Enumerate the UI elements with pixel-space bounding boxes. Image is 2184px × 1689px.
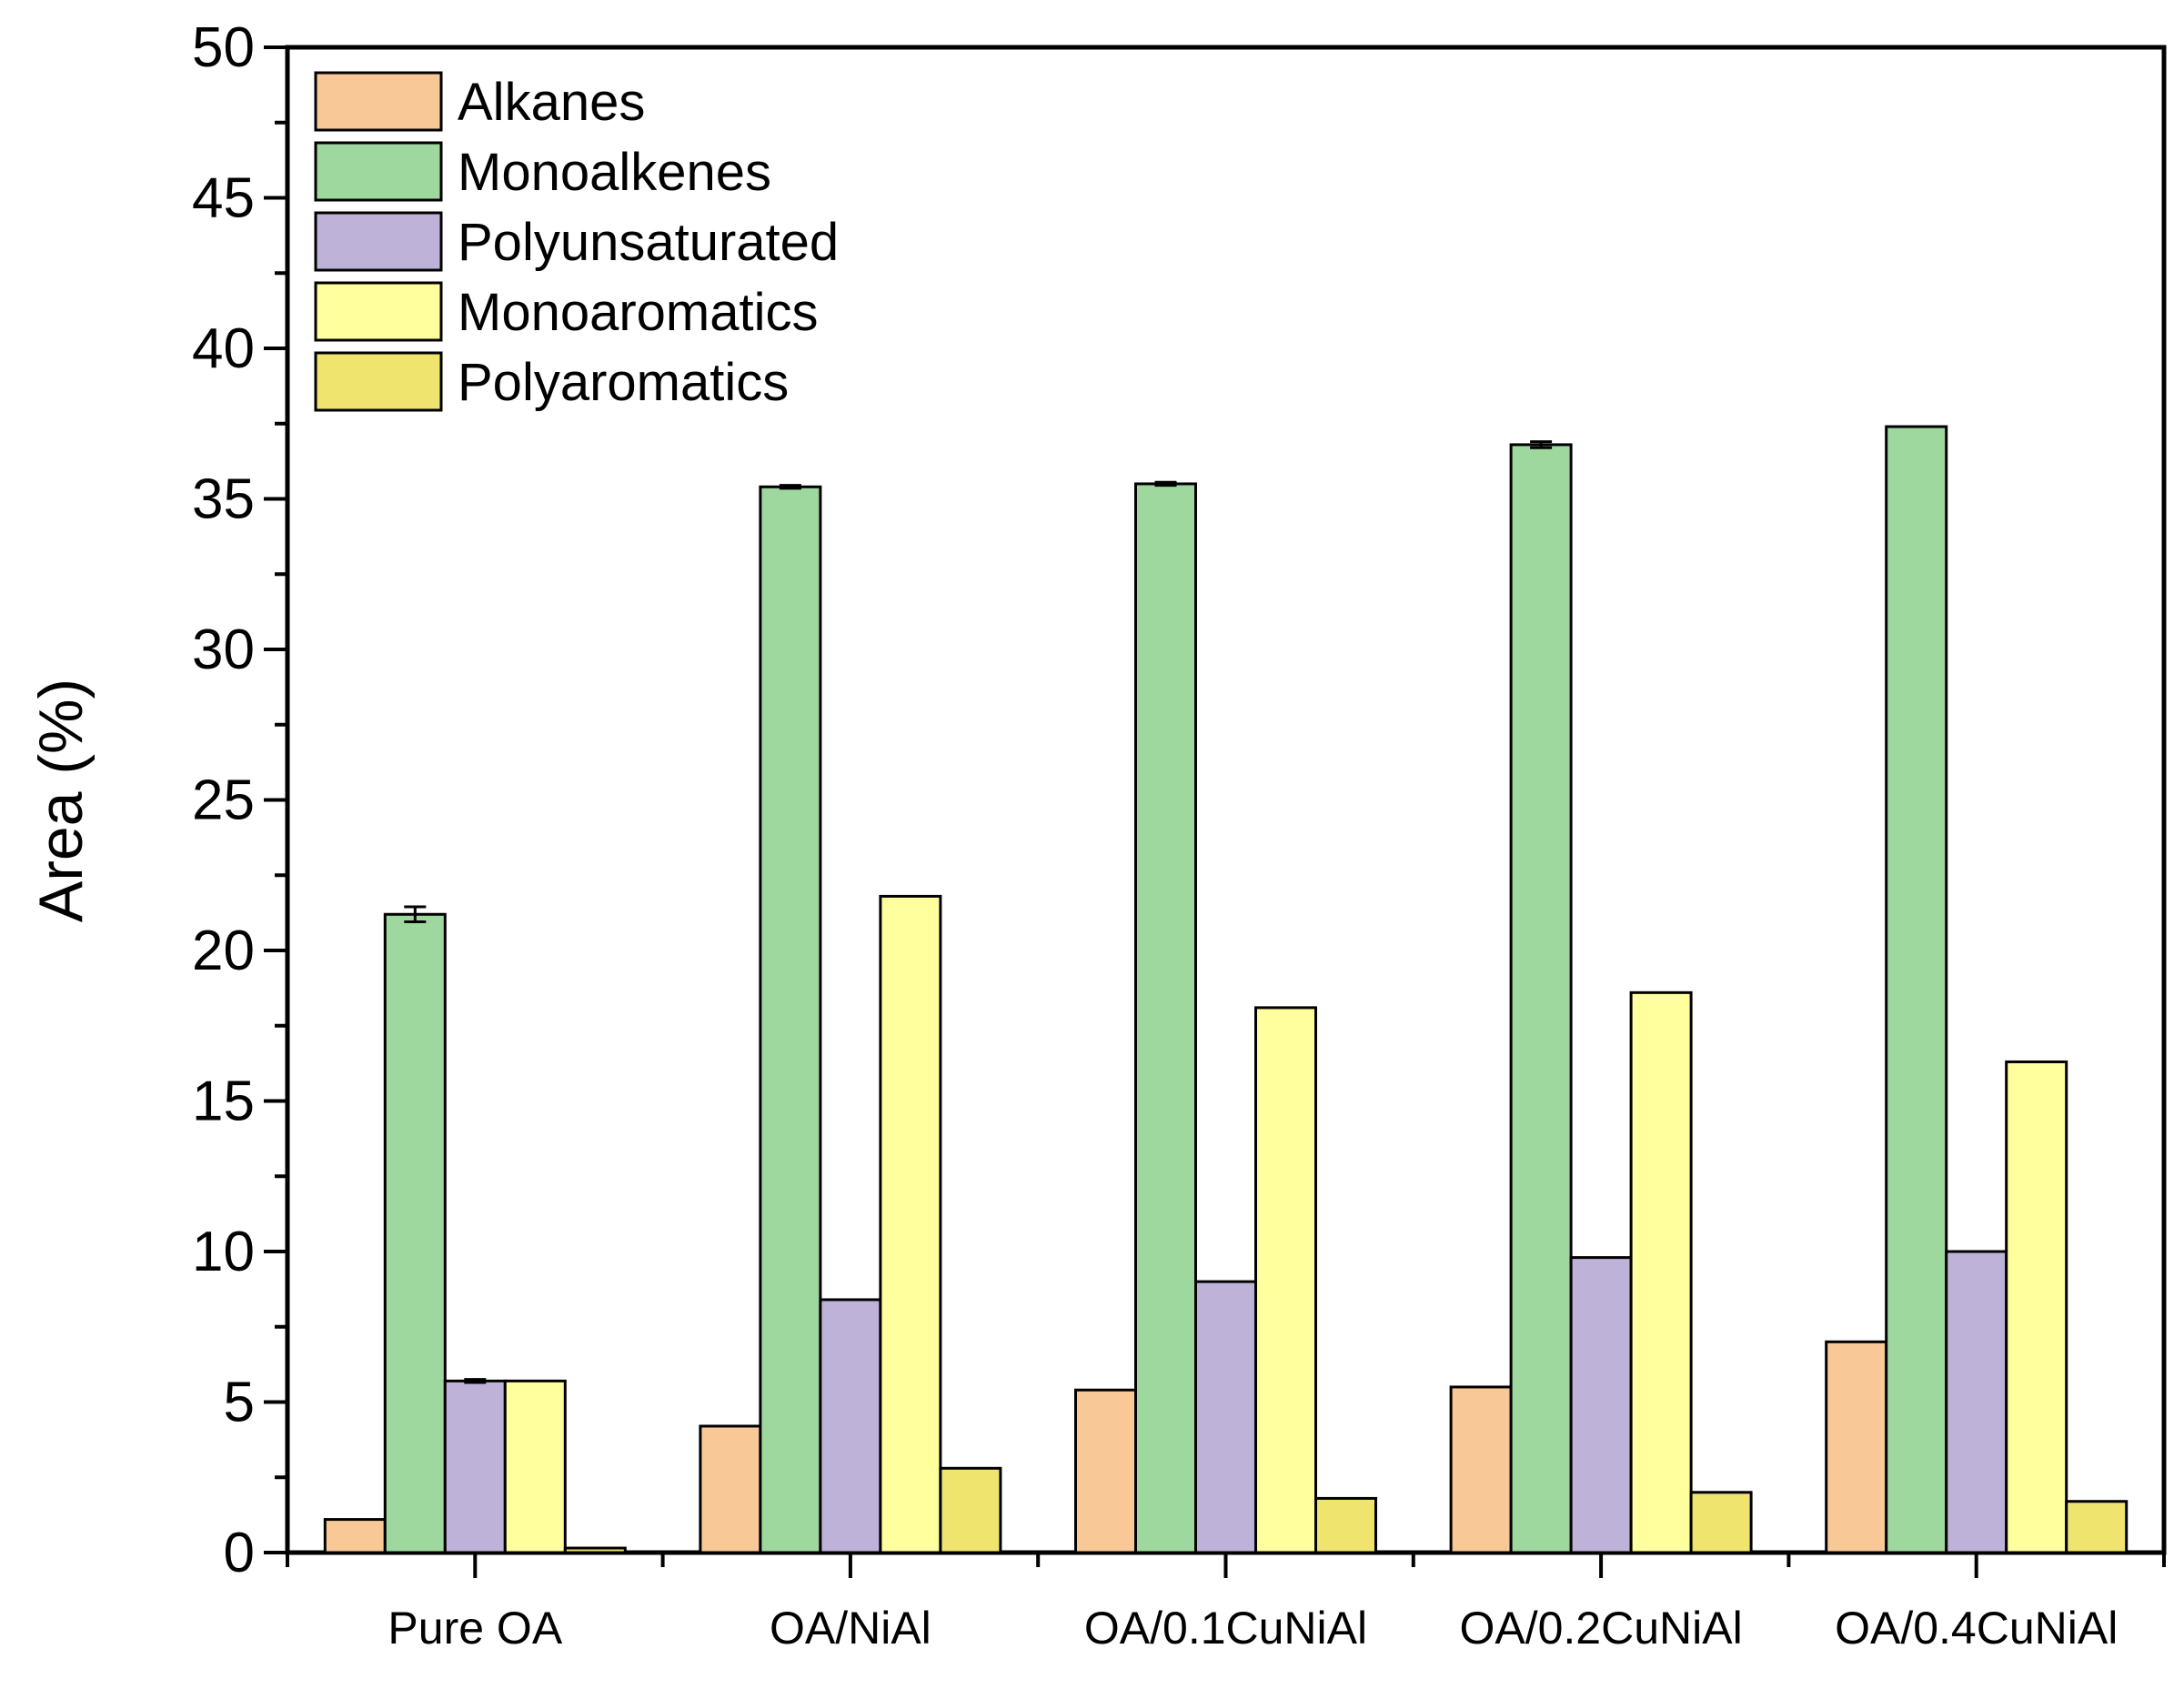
legend-swatch [314,281,443,342]
x-tick-label: OA/NiAl [770,1603,931,1654]
legend-swatch [314,71,443,132]
error-bar [464,1378,487,1384]
bar-polyunsaturated-4 [1569,1256,1633,1554]
bar-monoaromatics-3 [1254,1006,1317,1554]
legend-item-alkanes: Alkanes [314,71,645,132]
bar-monoalkenes-4 [1509,443,1573,1554]
legend-swatch [314,211,443,272]
legend-label: Monoaromatics [458,283,818,342]
y-axis: 0 5 10 15 20 25 30 35 40 45 50 [192,16,287,1584]
legend-item-polyaromatics: Polyaromatics [314,351,789,412]
bar-polyunsaturated-5 [1945,1250,2008,1554]
legend-label: Monoalkenes [458,143,771,202]
y-tick-label: 0 [224,1522,255,1584]
x-tick-label: OA/0.2CuNiAl [1459,1603,1742,1654]
bar-monoaromatics-2 [879,894,942,1554]
error-bar [779,484,801,490]
bar-monoaromatics-5 [2005,1060,2068,1554]
bar-alkanes-3 [1074,1388,1137,1554]
bar-polyaromatics-5 [2065,1500,2129,1554]
bar-monoalkenes-2 [759,485,822,1554]
legend-item-monoalkenes: Monoalkenes [314,141,771,202]
x-axis: Pure OA OA/NiAl OA/0.1CuNiAl OA/0.2CuNiAl OA… [286,1553,2166,1654]
bar-polyunsaturated-2 [819,1298,882,1554]
y-tick-label: 20 [192,920,255,982]
legend-label: Polyaromatics [458,353,789,412]
bar-monoalkenes-3 [1134,482,1197,1554]
bar-polyaromatics-3 [1314,1496,1377,1554]
bar-monoalkenes-1 [383,912,447,1554]
y-tick-label: 30 [192,618,255,681]
bar-monoaromatics-1 [503,1379,567,1554]
y-axis-title: Area (%) [26,679,96,922]
bar-alkanes-2 [699,1424,762,1554]
bar-alkanes-4 [1449,1385,1513,1554]
bar-polyaromatics-2 [939,1466,1002,1554]
error-bar [404,905,427,924]
x-tick-label: Pure OA [387,1603,562,1654]
bar-polyaromatics-1 [563,1546,627,1554]
bars-layer [323,425,2129,1554]
bar-alkanes-1 [323,1518,387,1554]
error-bar [1154,480,1177,488]
y-tick-label: 10 [192,1221,255,1283]
y-tick-label: 50 [192,16,255,79]
y-tick-label: 25 [192,769,255,832]
bar-polyaromatics-4 [1689,1491,1753,1554]
legend-item-monoaromatics: Monoaromatics [314,281,818,342]
bar-polyunsaturated-1 [443,1379,507,1554]
error-bar [1530,440,1553,449]
legend: Alkanes Monoalkenes Polyunsaturated Monoaro… [314,71,839,412]
y-tick-label: 35 [192,468,255,531]
bar-monoaromatics-4 [1629,990,1693,1554]
legend-label: Polyunsaturated [458,213,839,272]
legend-item-polyunsaturated: Polyunsaturated [314,211,839,272]
legend-swatch [314,141,443,202]
x-tick-label: OA/0.1CuNiAl [1084,1603,1367,1654]
y-tick-label: 15 [192,1071,255,1133]
y-tick-label: 45 [192,167,255,230]
y-tick-label: 40 [192,317,255,380]
legend-swatch [314,351,443,412]
bar-polyunsaturated-3 [1194,1280,1257,1554]
bar-alkanes-5 [1825,1340,1888,1554]
legend-label: Alkanes [458,73,645,132]
y-tick-label: 5 [224,1372,255,1434]
x-tick-label: OA/0.4CuNiAl [1835,1603,2118,1654]
bar-monoalkenes-5 [1885,425,1948,1554]
